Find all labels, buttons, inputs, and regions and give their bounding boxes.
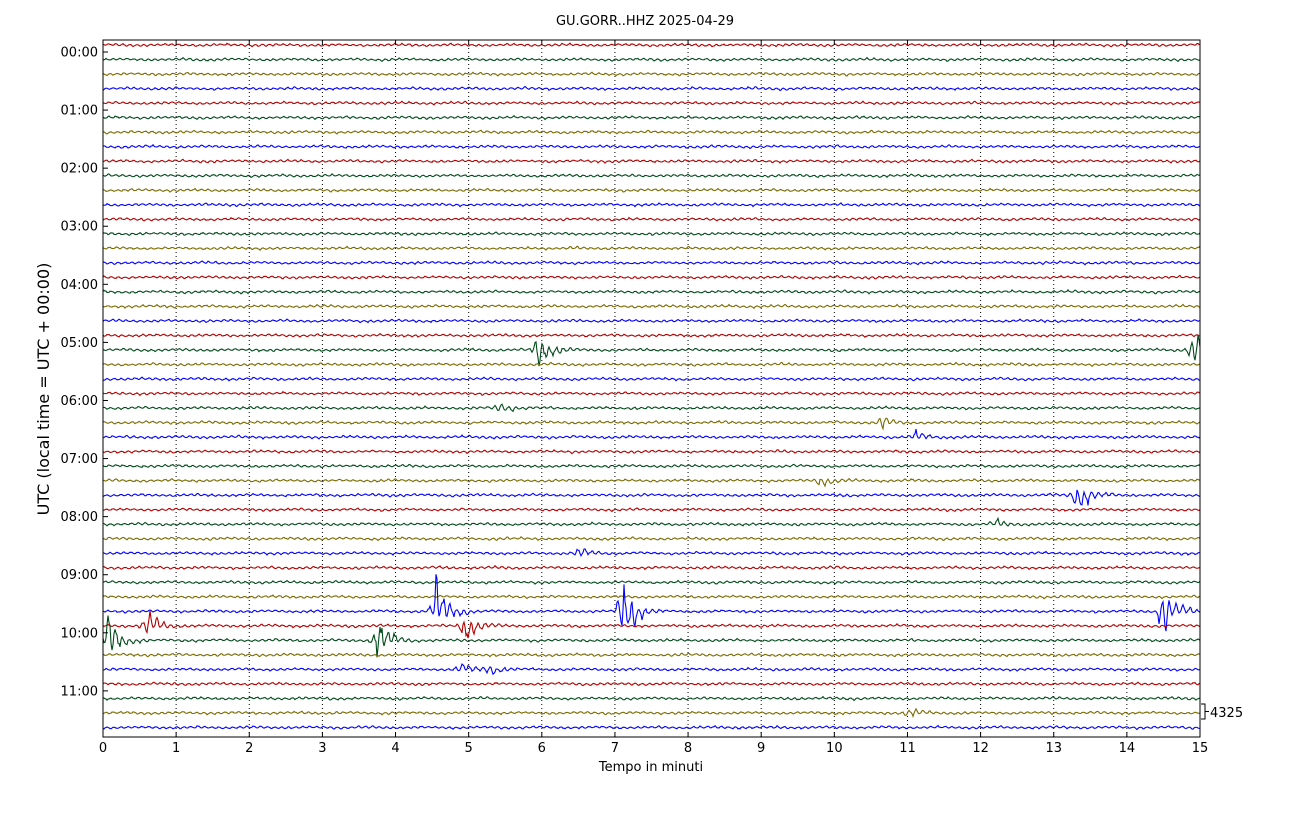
seismic-trace: [102, 477, 1201, 488]
seismic-trace: [102, 260, 1201, 266]
seismic-trace: [102, 579, 1201, 585]
x-tick-label: 11: [899, 741, 916, 756]
x-tick-label: 3: [318, 741, 326, 756]
seismic-trace: [102, 615, 1201, 658]
seismic-trace: [102, 574, 1201, 632]
seismic-trace: [102, 129, 1201, 135]
seismic-trace: [102, 610, 1201, 639]
x-axis-label: Tempo in minuti: [598, 760, 703, 775]
seismic-trace: [102, 507, 1201, 513]
x-axis: 0 1 2 3 4 5 6 7 8 9 10 11 12 13 14 15: [99, 40, 1208, 756]
seismic-trace: [102, 663, 1201, 676]
seismic-trace: [102, 85, 1201, 92]
y-tick-label: 01:00: [61, 104, 98, 119]
y-tick-label: 11:00: [61, 684, 98, 699]
x-tick-label: 0: [99, 741, 107, 756]
seismic-trace: [102, 724, 1201, 731]
scale-bar: 4325: [1201, 703, 1243, 721]
x-tick-label: 2: [245, 741, 253, 756]
seismic-trace: [102, 707, 1201, 719]
chart-title: GU.GORR..HHZ 2025-04-29: [556, 14, 734, 29]
x-tick-label: 10: [826, 741, 843, 756]
x-tick-label: 12: [972, 741, 989, 756]
x-tick-label: 15: [1192, 741, 1209, 756]
y-tick-label: 06:00: [61, 394, 98, 409]
y-tick-label: 08:00: [61, 510, 98, 525]
plot-frame: [102, 39, 1201, 738]
seismic-trace: [102, 158, 1201, 164]
scale-bar-bracket: [1201, 703, 1206, 720]
y-tick-label: 05:00: [61, 336, 98, 351]
x-tick-label: 8: [684, 741, 692, 756]
seismic-trace: [102, 332, 1201, 338]
x-tick-label: 14: [1119, 741, 1136, 756]
seismic-trace: [102, 417, 1201, 431]
seismic-trace: [102, 56, 1201, 63]
seismic-trace: [102, 172, 1201, 179]
x-tick-label: 5: [465, 741, 473, 756]
seismic-trace: [102, 695, 1201, 702]
seismic-trace: [102, 303, 1201, 310]
seismic-trace: [102, 594, 1201, 600]
seismic-trace: [102, 245, 1201, 251]
y-tick-label: 09:00: [61, 568, 98, 583]
seismic-trace: [102, 71, 1201, 77]
seismic-trace: [102, 187, 1200, 193]
seismic-trace: [102, 548, 1201, 558]
seismic-trace: [102, 288, 1201, 295]
x-tick-label: 13: [1045, 741, 1062, 756]
seismic-trace: [102, 274, 1201, 281]
scale-bar-label: 4325: [1210, 706, 1243, 721]
seismic-trace: [102, 143, 1201, 150]
x-tick-label: 6: [538, 741, 546, 756]
seismic-trace: [102, 216, 1201, 222]
x-tick-label: 4: [391, 741, 399, 756]
seismic-trace: [102, 449, 1201, 455]
y-tick-label: 00:00: [61, 46, 98, 61]
seismic-trace: [102, 652, 1201, 658]
seismic-trace: [103, 516, 1201, 527]
y-tick-label: 07:00: [61, 452, 98, 467]
seismic-trace: [102, 489, 1201, 506]
seismic-trace: [102, 564, 1201, 571]
seismic-trace: [102, 100, 1201, 106]
seismic-trace: [102, 681, 1201, 687]
y-tick-label: 03:00: [61, 220, 98, 235]
seismic-trace: [102, 429, 1201, 440]
y-axis-label: UTC (local time = UTC + 00:00): [34, 263, 53, 516]
seismic-trace: [102, 463, 1201, 469]
y-tick-label: 04:00: [61, 278, 98, 293]
seismic-trace: [102, 390, 1201, 397]
grid-lines: [175, 40, 1128, 737]
y-tick-label: 02:00: [61, 162, 98, 177]
seismic-trace: [102, 403, 1201, 413]
seismic-trace: [102, 376, 1201, 382]
x-tick-label: 1: [172, 741, 180, 756]
seismic-trace: [102, 335, 1201, 367]
seismic-trace: [102, 114, 1201, 121]
seismic-trace: [102, 318, 1201, 324]
x-tick-label: 7: [611, 741, 619, 756]
seismic-trace: [102, 42, 1201, 48]
trace-group: [102, 42, 1201, 731]
seismic-trace: [102, 536, 1201, 542]
seismic-trace: [102, 202, 1201, 208]
seismic-trace: [102, 231, 1201, 237]
y-tick-label: 10:00: [61, 626, 98, 641]
seismic-trace: [102, 361, 1201, 368]
x-tick-label: 9: [757, 741, 765, 756]
y-axis: 00:00 01:00 02:00 03:00 04:00 05:00 06:00 07:00…: [61, 46, 108, 699]
